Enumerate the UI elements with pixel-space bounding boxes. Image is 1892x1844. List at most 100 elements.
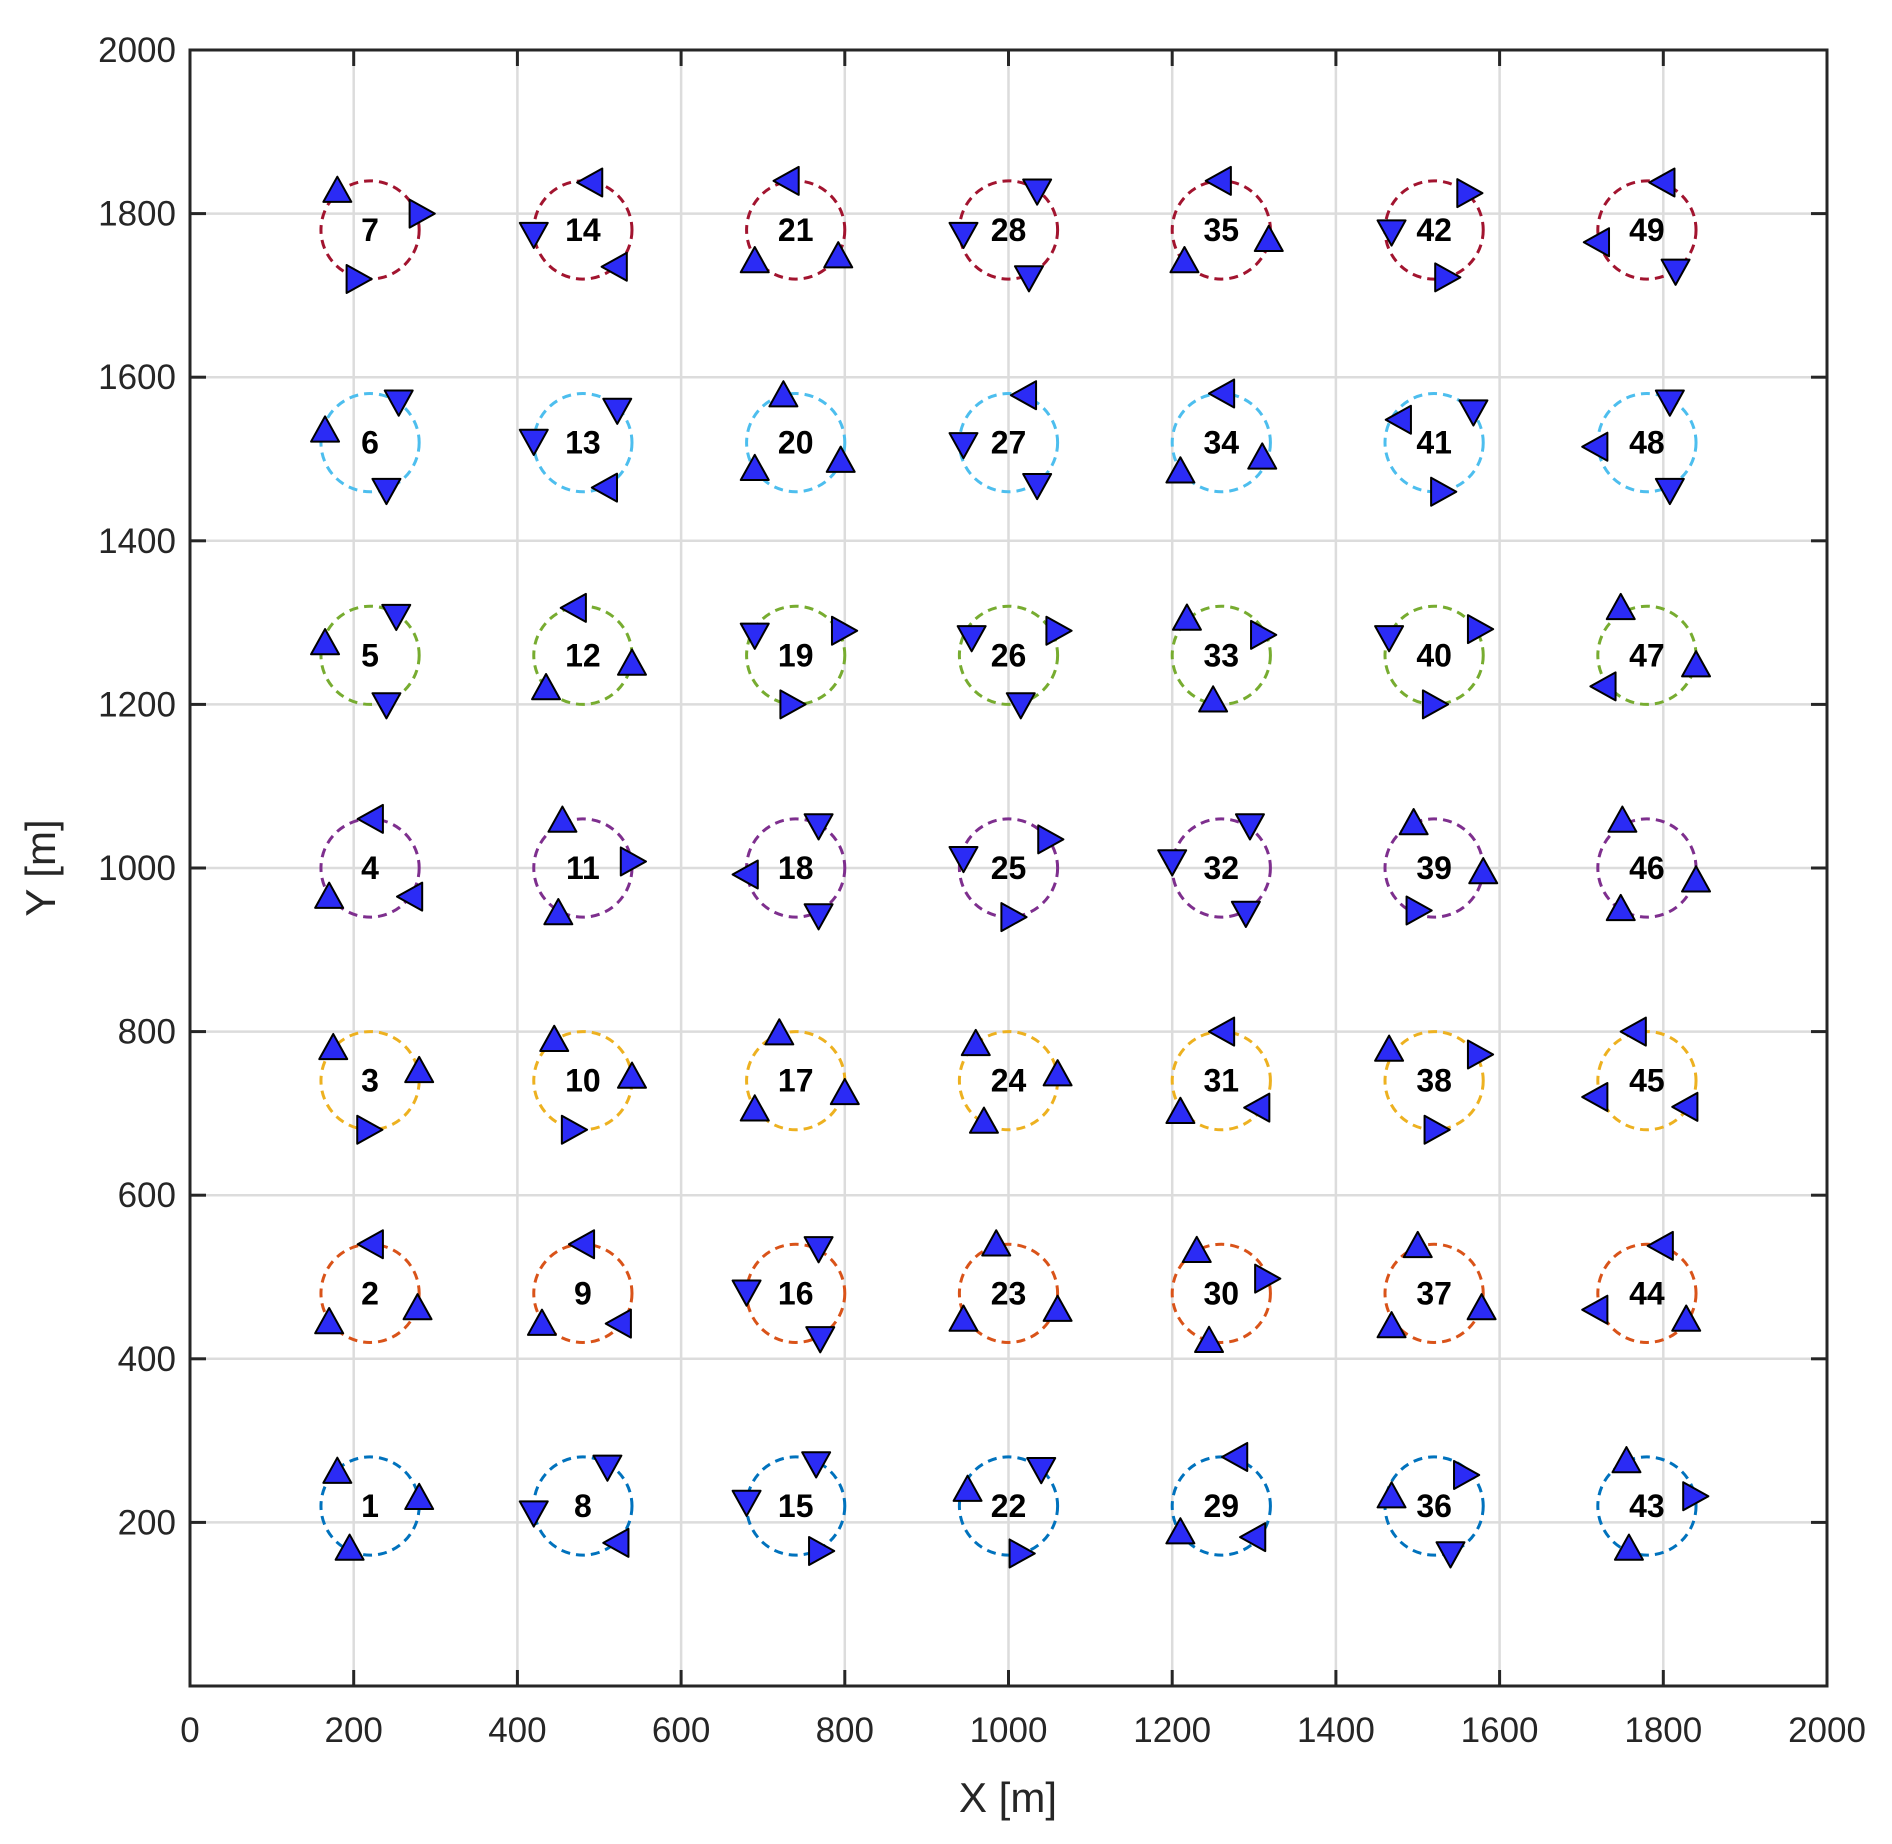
node-marker — [1398, 808, 1429, 836]
cluster-label: 28 — [991, 212, 1027, 248]
node-marker — [539, 1024, 570, 1052]
cluster-label: 25 — [991, 850, 1027, 886]
node-marker — [518, 1500, 549, 1528]
node-marker — [616, 1061, 647, 1089]
x-tick-label: 1400 — [1297, 1711, 1375, 1750]
node-markers — [310, 165, 1712, 1569]
node-marker — [1646, 1230, 1674, 1261]
x-tick-label: 1000 — [970, 1711, 1048, 1750]
cluster-label: 37 — [1416, 1275, 1452, 1311]
node-marker — [1165, 456, 1196, 484]
node-marker — [356, 803, 384, 834]
node-marker — [576, 167, 604, 198]
node-marker — [381, 603, 412, 632]
cluster-label: 1 — [361, 1488, 379, 1524]
node-marker — [1376, 1481, 1407, 1509]
cluster-label: 41 — [1416, 425, 1452, 461]
node-marker — [1165, 1096, 1196, 1124]
node-marker — [801, 1451, 832, 1479]
node-marker — [1374, 1034, 1405, 1062]
node-marker — [764, 1018, 795, 1046]
node-marker — [404, 1055, 435, 1084]
node-marker — [1198, 685, 1229, 713]
node-marker — [739, 622, 770, 650]
node-marker — [1181, 1235, 1212, 1264]
cluster-label: 33 — [1204, 637, 1240, 673]
node-marker — [772, 165, 800, 196]
cluster-label: 4 — [361, 850, 379, 886]
node-marker — [1660, 258, 1691, 286]
node-marker — [314, 881, 345, 909]
node-marker — [1681, 650, 1712, 678]
node-marker — [1430, 476, 1458, 507]
cluster-label: 18 — [778, 850, 814, 886]
node-marker — [808, 1536, 836, 1567]
y-tick-label: 2000 — [98, 31, 176, 70]
node-marker — [1421, 689, 1450, 720]
node-marker — [1253, 224, 1284, 252]
node-marker — [1468, 857, 1499, 885]
node-marker — [543, 897, 574, 926]
node-marker — [318, 1032, 349, 1061]
node-marker — [322, 1456, 353, 1484]
x-tick-label: 1600 — [1461, 1711, 1539, 1750]
node-marker — [310, 628, 341, 656]
node-marker — [518, 428, 549, 457]
cluster-label: 27 — [991, 425, 1027, 461]
node-marker — [1581, 1082, 1609, 1113]
node-marker — [567, 1229, 596, 1260]
cluster-circle — [319, 604, 421, 706]
node-marker — [1581, 431, 1609, 462]
cluster-label: 31 — [1204, 1063, 1240, 1099]
node-marker — [404, 1482, 435, 1511]
node-marker — [1376, 1311, 1407, 1339]
node-marker — [402, 1293, 433, 1321]
node-marker — [731, 859, 759, 890]
node-marker — [518, 221, 549, 250]
node-marker — [1423, 1114, 1451, 1145]
node-marker — [1434, 262, 1462, 293]
node-marker — [1671, 1091, 1699, 1122]
node-marker — [1022, 472, 1053, 501]
node-marker — [602, 397, 633, 425]
cluster-labels: 1234567891011121314151617181920212223242… — [361, 212, 1665, 1524]
cluster-circle — [957, 1455, 1060, 1557]
node-marker — [768, 380, 799, 408]
cluster-label: 38 — [1416, 1063, 1452, 1099]
axis-ticks: 0 200 400 600 800 1000 1200 1400 1600 1800 2000200… — [98, 31, 1866, 1750]
node-marker — [803, 1236, 834, 1264]
node-marker — [1466, 614, 1495, 645]
cluster-circle — [1170, 1242, 1272, 1344]
cluster-label: 9 — [574, 1275, 592, 1311]
node-marker — [1435, 1541, 1466, 1569]
node-marker — [604, 1308, 632, 1339]
y-tick-label: 600 — [118, 1176, 176, 1215]
node-marker — [1037, 824, 1065, 855]
cluster-label: 29 — [1204, 1488, 1240, 1524]
node-marker — [1247, 442, 1278, 470]
node-marker — [1250, 619, 1278, 650]
cluster-label: 46 — [1629, 850, 1665, 886]
cluster-label: 21 — [778, 212, 814, 248]
cluster-label: 45 — [1629, 1063, 1665, 1099]
node-marker — [1005, 692, 1036, 720]
x-tick-label: 800 — [816, 1711, 874, 1750]
node-marker — [948, 1304, 979, 1332]
cluster-label: 20 — [778, 425, 814, 461]
x-tick-label: 1200 — [1133, 1711, 1211, 1750]
cluster-label: 2 — [361, 1275, 379, 1311]
node-marker — [1165, 1517, 1196, 1545]
y-tick-label: 1000 — [98, 849, 176, 888]
cluster-label: 15 — [778, 1488, 814, 1524]
node-marker — [1374, 625, 1405, 653]
node-marker — [1157, 849, 1188, 877]
node-marker — [345, 264, 373, 295]
cluster-circle — [1596, 1242, 1698, 1344]
node-marker — [1022, 178, 1053, 206]
node-marker — [1204, 165, 1232, 196]
cluster-label: 23 — [991, 1275, 1027, 1311]
node-marker — [408, 198, 436, 229]
node-marker — [960, 1028, 991, 1057]
node-marker — [1230, 900, 1261, 928]
